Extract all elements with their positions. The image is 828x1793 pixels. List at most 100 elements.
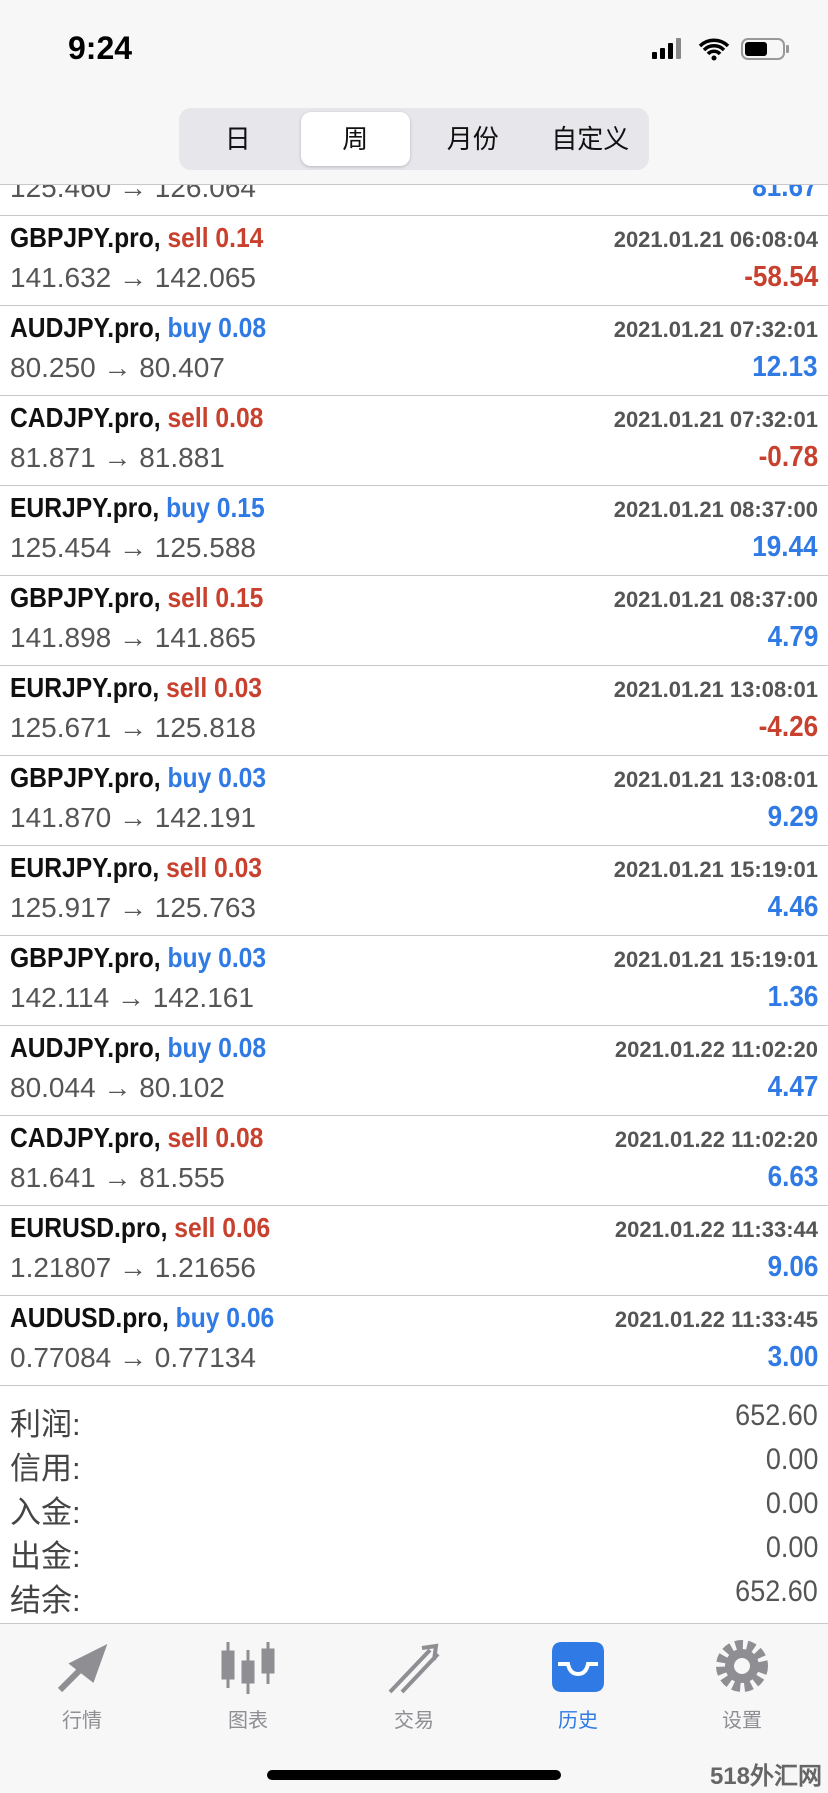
volume: 0.14 [215,222,264,253]
price-range: 125.671 → 125.818 [10,712,256,743]
row-separator [0,305,828,306]
side: sell [174,1212,216,1243]
symbol: EURJPY.pro, [10,492,160,523]
segment-button[interactable]: 日 [224,124,251,154]
home-indicator [267,1770,561,1780]
profit: 9.29 [767,801,818,833]
price-range: 80.044 → 80.102 [10,1072,225,1103]
symbol: CADJPY.pro, [10,1122,161,1153]
side: sell [167,582,209,613]
volume: 0.03 [214,672,263,703]
segment-button[interactable]: 月份 [446,124,499,154]
symbol: GBPJPY.pro, [10,762,161,793]
header: 9:24 日 周 月份 自定义 [0,0,828,185]
trade-date: 2021.01.21 07:32:01 [613,407,818,432]
volume: 0.08 [218,1032,267,1063]
price-range: 81.871 → 81.881 [10,442,225,473]
watermark: 518外汇网 [709,1763,822,1790]
profit: 19.44 [752,531,818,563]
row-separator [0,1025,828,1026]
summary-value: 0.00 [765,1531,818,1564]
tab-label[interactable]: 交易 [394,1710,434,1732]
symbol: AUDJPY.pro, [10,312,161,343]
profit: 4.46 [767,891,818,923]
row-separator [0,485,828,486]
price-range: 141.870 → 142.191 [10,802,256,833]
volume: 0.15 [215,582,264,613]
summary-label: 入金: [10,1495,81,1530]
price-range: 125.917 → 125.763 [10,892,256,923]
row-separator [0,1115,828,1116]
trade-date: 2021.01.21 13:08:01 [613,677,818,702]
icon-chart [221,1642,275,1694]
summary-label: 信用: [10,1451,81,1486]
price-range: 125.454 → 125.588 [10,532,256,563]
price-range: 141.898 → 141.865 [10,622,256,653]
volume: 0.03 [218,762,267,793]
price-range: 81.641 → 81.555 [10,1162,225,1193]
icon-trade [388,1643,440,1694]
profit: -4.26 [758,711,818,743]
symbol: EURJPY.pro, [10,672,160,703]
tab-label[interactable]: 图表 [228,1710,268,1732]
summary-label: 出金: [10,1539,81,1574]
segment-button[interactable]: 周 [300,112,410,166]
trade-title: GBPJPY.pro, sell 0.14 [10,222,263,254]
profit: 6.63 [767,1161,818,1193]
trade-title: AUDJPY.pro, buy 0.08 [10,1032,266,1064]
row-separator [0,575,828,576]
tab-label[interactable]: 设置 [722,1710,762,1732]
summary-value: 0.00 [765,1443,818,1476]
price-range: 0.77084 → 0.77134 [10,1342,256,1373]
row-separator [0,215,828,216]
row-separator [0,935,828,936]
trade-title: AUDJPY.pro, buy 0.08 [10,312,266,344]
trade-title: GBPJPY.pro, buy 0.03 [10,942,266,974]
icon-settings [716,1640,768,1692]
trade-title: GBPJPY.pro, buy 0.03 [10,762,266,794]
side: sell [167,402,209,433]
profit: 1.36 [767,981,818,1013]
side: buy [175,1302,220,1333]
price-range: 141.632 → 142.065 [10,262,256,293]
trade-date: 2021.01.22 11:33:45 [614,1307,818,1332]
row-separator [0,1295,828,1296]
side: sell [166,852,208,883]
volume: 0.08 [218,312,267,343]
symbol: AUDJPY.pro, [10,1032,161,1063]
summary-label: 利润: [10,1407,81,1442]
tab-label[interactable]: 历史 [558,1710,598,1732]
symbol: GBPJPY.pro, [10,582,161,613]
volume: 0.08 [215,402,264,433]
row-separator [0,1385,828,1386]
trade-title: EURJPY.pro, buy 0.15 [10,492,265,524]
row-separator [0,665,828,666]
side: sell [167,222,209,253]
volume: 0.03 [214,852,263,883]
icon-quotes [57,1643,108,1693]
icon-history [552,1642,604,1692]
trade-title: EURJPY.pro, sell 0.03 [10,852,262,884]
trade-date: 2021.01.22 11:02:20 [614,1037,818,1062]
side: buy [167,1032,212,1063]
summary-value: 0.00 [765,1487,818,1520]
summary-value: 652.60 [735,1575,818,1608]
trade-title: EURUSD.pro, sell 0.06 [10,1212,270,1244]
tab-label[interactable]: 行情 [62,1710,102,1732]
volume: 0.03 [218,942,267,973]
row-separator [0,845,828,846]
row-separator [0,1205,828,1206]
symbol: EURUSD.pro, [10,1212,168,1243]
profit: -58.54 [743,261,818,293]
tab-bar: 518外汇网 行情 图表 交易 历史 设置 [0,1623,828,1793]
trade-title: CADJPY.pro, sell 0.08 [10,1122,263,1154]
profit: 9.06 [767,1251,818,1283]
profit: -0.78 [758,441,818,473]
segment-button[interactable]: 自定义 [551,124,630,154]
status-time: 9:24 [68,30,133,66]
price-range: 80.250 → 80.407 [10,352,225,383]
row-separator [0,395,828,396]
trade-date: 2021.01.21 15:19:01 [613,947,818,972]
